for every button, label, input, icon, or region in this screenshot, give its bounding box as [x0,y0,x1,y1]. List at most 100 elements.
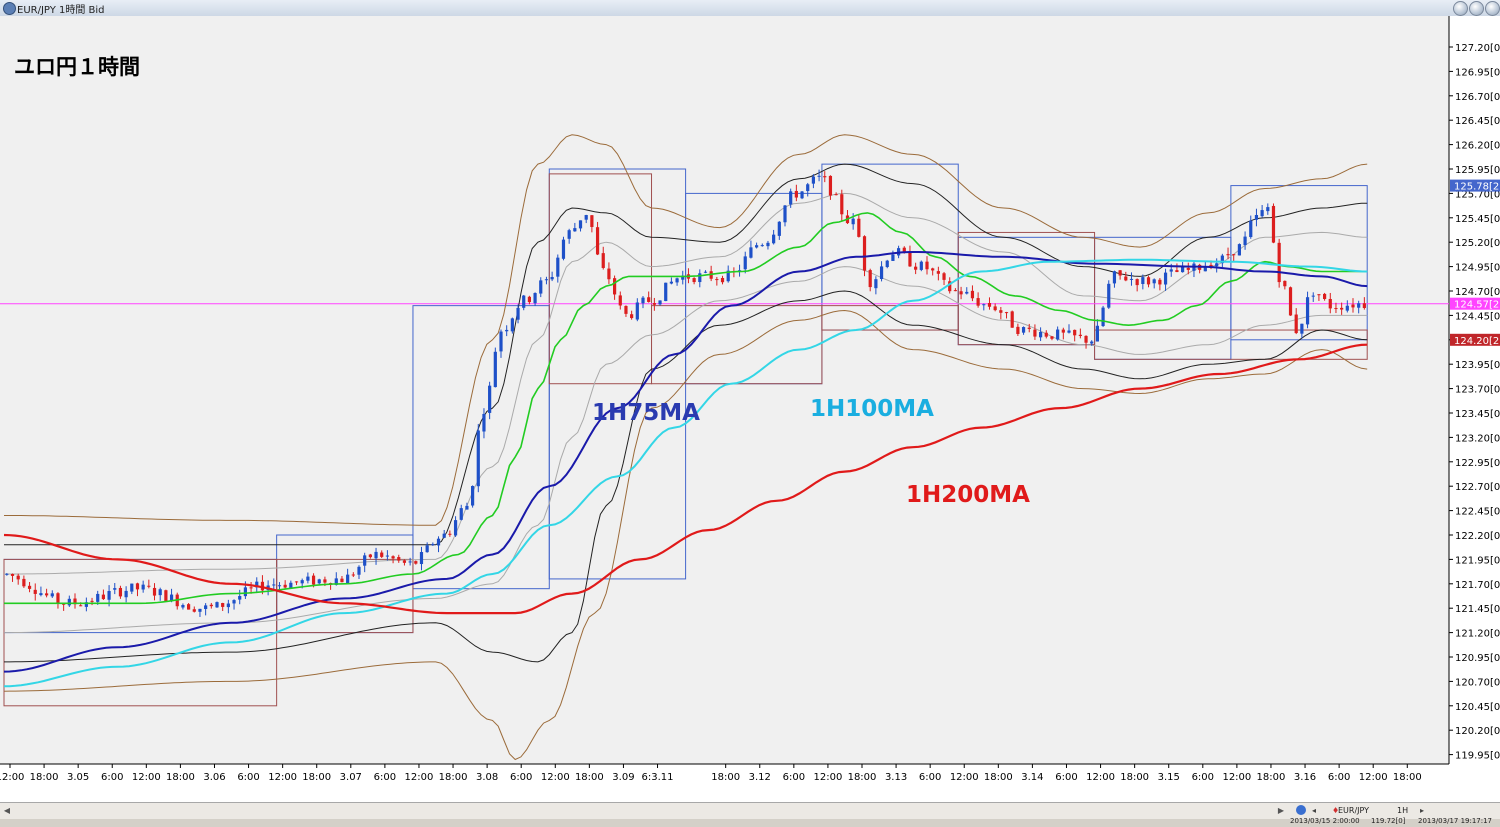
candle-body-down [1010,311,1014,328]
candle-body-up [1101,307,1105,327]
candle-body-down [294,581,299,583]
candle-body-up [561,239,566,259]
candle [1135,278,1139,292]
timeframe-dropdown[interactable]: 1H [1397,806,1409,815]
candle [1084,335,1088,349]
candle-body-down [834,194,838,196]
series-band2-lower [4,290,1368,663]
candle [976,292,980,308]
candle [823,171,827,183]
candle [436,536,441,553]
candle [414,560,418,565]
x-tick-label: 3.14 [1021,772,1043,783]
candle [1107,280,1111,309]
candle-body-up [533,293,537,304]
candle [908,245,912,267]
arrow-right-icon[interactable]: ▸ [1420,806,1425,815]
maximize-button[interactable] [1469,1,1484,16]
candle-body-down [1277,242,1281,283]
candle [828,175,833,200]
x-tick-label: 3.15 [1158,772,1180,783]
candle [1141,274,1145,290]
candle-body-up [476,430,480,487]
scroll-right-arrow[interactable]: ▶ [1277,806,1285,815]
candle [84,597,88,612]
candle [385,550,389,561]
candle-body-down [1351,304,1355,308]
candle-body-up [800,191,804,199]
candle [135,582,140,597]
candle-body-up [272,584,276,586]
chart-type-icon[interactable]: ♦ [1332,806,1340,815]
candle [993,303,997,312]
candle [482,408,486,439]
candle-body-up [232,600,236,604]
candle-body-up [465,505,469,510]
candle-body-up [107,590,111,600]
minimize-button[interactable] [1453,1,1468,16]
scroll-left-arrow[interactable]: ◀ [3,806,11,815]
candle-body-up [50,593,54,597]
candle [607,262,611,284]
candle-body-up [743,256,747,270]
candle-body-down [1232,254,1236,256]
candle-body-up [1141,277,1145,284]
candle [533,292,537,307]
candle [39,586,43,597]
series-ma100 [3,258,1368,688]
candle [1044,330,1048,339]
candle [368,553,372,559]
window-title: EUR/JPY 1時間 Bid [17,5,105,16]
candle [885,259,889,269]
candle-body-up [783,205,787,223]
candle-body-down [840,194,844,215]
x-tick-label: 3.13 [885,772,907,783]
candle [488,381,492,420]
x-tick-label: 18:00 [711,772,740,783]
candle-body-up [1220,255,1224,264]
candle-body-down [1340,307,1344,310]
candle [783,204,787,227]
candle-body-down [1044,332,1048,337]
candle [402,559,407,566]
candle-body-up [982,304,986,306]
x-tick-label: 12:00 [814,772,843,783]
close-button[interactable] [1485,1,1500,16]
y-tick-label: 123.20[0 [1455,433,1500,444]
candle [635,298,639,322]
globe-icon[interactable] [1296,805,1306,815]
arrow-left-icon[interactable]: ◂ [1312,806,1317,815]
candle-body-down [187,604,191,610]
candle [130,583,134,595]
candle [317,578,321,585]
daily-range-box-1 [276,558,414,634]
candle-body-down [209,604,213,607]
candle [811,174,815,189]
y-tick-label: 127.20[0 [1455,43,1500,54]
candle-body-up [1243,236,1247,246]
x-tick-label: 3.08 [476,772,498,783]
y-tick-label: 121.20[0 [1455,629,1500,640]
candle [1311,292,1315,302]
series-short-ma [4,212,1368,605]
price-chart[interactable]: 127.20[0 126.95[0 126.70[0 126.45[0 126.20[0… [0,16,1500,802]
candle [715,276,719,286]
candle-body-up [664,282,668,302]
candle-body-up [363,555,367,566]
symbol-dropdown[interactable]: EUR/JPY [1338,806,1370,815]
candle-body-up [442,533,446,538]
candle-body-up [84,602,88,607]
candle-body-up [539,280,543,294]
y-tick-label: 119.95[0 [1455,751,1500,762]
candle [1118,270,1122,280]
candle-body-down [1175,270,1179,273]
x-tick-label: 6:00 [237,772,259,783]
candle-body-down [56,593,60,604]
candle-body-up [1152,279,1156,284]
candle [1283,280,1287,290]
candle [794,184,798,202]
candle-body-down [1027,327,1031,329]
candle [925,256,929,275]
candle-body-up [204,605,208,610]
candle [1237,243,1241,256]
